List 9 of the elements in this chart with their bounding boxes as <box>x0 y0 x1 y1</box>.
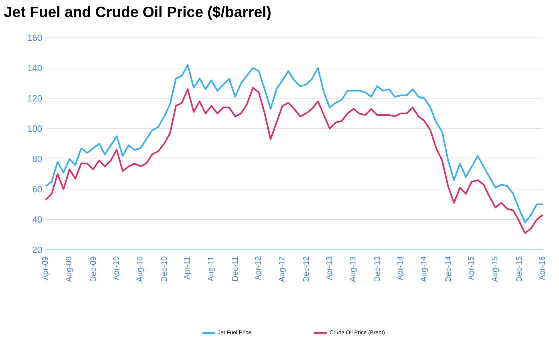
y-tick-label: 20 <box>32 246 42 254</box>
y-tick-label: 160 <box>28 34 42 42</box>
y-tick-label: 40 <box>32 216 42 223</box>
chart-title: Jet Fuel and Crude Oil Price ($/barrel) <box>4 6 271 20</box>
y-tick-label: 120 <box>28 95 42 102</box>
y-tick-label: 80 <box>32 156 42 162</box>
y-tick-label: 140 <box>28 65 42 72</box>
y-tick-label: 60 <box>32 186 42 193</box>
y-tick-label: 100 <box>28 126 42 132</box>
